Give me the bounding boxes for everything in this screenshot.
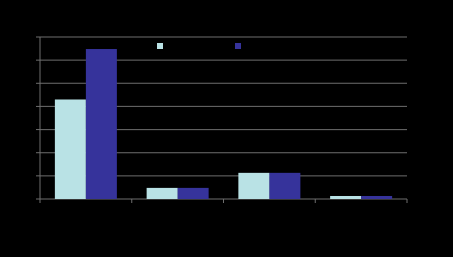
- bar: [361, 195, 393, 199]
- bar: [177, 187, 209, 199]
- y-tick-label: 50: [20, 77, 32, 89]
- legend-swatch: [235, 43, 241, 49]
- y-tick-label: 60: [20, 54, 32, 66]
- y-tick-label: 40: [20, 100, 32, 112]
- y-tick-label: 20: [20, 147, 32, 159]
- y-tick-label: 10: [20, 170, 32, 182]
- y-tick-label: 70: [20, 31, 32, 43]
- y-tick-label: 0: [26, 193, 32, 205]
- bar: [269, 172, 301, 199]
- bar: [330, 195, 362, 199]
- bar: [146, 187, 178, 199]
- bar: [54, 99, 86, 199]
- y-tick-label: 30: [20, 123, 32, 135]
- bar: [238, 172, 270, 199]
- legend-swatch: [157, 43, 163, 49]
- bar: [85, 49, 117, 199]
